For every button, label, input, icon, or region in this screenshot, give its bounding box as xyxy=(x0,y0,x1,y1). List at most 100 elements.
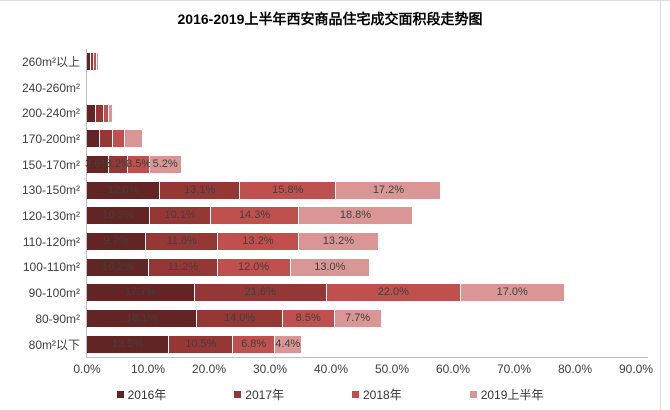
bar-segment-2016年: 18.1% xyxy=(87,310,198,328)
plot-area: 3.6% 3.2% 3.5% 5.2% 12.0% 13.1% 15.8% 17.2% 10.3… xyxy=(85,49,636,357)
bar-stack: 9.7% 11.8% 13.2% 13.2% xyxy=(87,233,636,251)
x-axis-ticks: 0.0% 10.0% 20.0% 30.0% 40.0% 50.0% 60.0% 70.0% 8… xyxy=(73,362,653,376)
segment-value-label: 5.2% xyxy=(152,158,178,171)
bar-segment-2019上半年: 7.7% xyxy=(334,310,382,328)
y-axis-category-label: 80-90m² xyxy=(35,311,80,326)
page-right-border xyxy=(660,1,661,410)
y-axis-category-label: 90-100m² xyxy=(28,285,80,300)
segment-value-label: 4.4% xyxy=(275,337,301,350)
bar-stack: 13.5% 10.5% 6.8% 4.4% xyxy=(87,335,636,353)
segment-value-label: 11.2% xyxy=(167,260,199,273)
legend-label: 2016年 xyxy=(127,388,167,402)
bar-row xyxy=(87,100,636,126)
bar-segment-2017年: 21.6% xyxy=(194,284,327,302)
bar-row: 12.0% 13.1% 15.8% 17.2% xyxy=(87,177,636,203)
legend-label: 2017年 xyxy=(245,388,284,402)
segment-value-label: 14.0% xyxy=(224,312,256,325)
y-axis-category-label: 170-200m² xyxy=(21,131,80,146)
segment-value-label: 22.0% xyxy=(377,286,409,299)
segment-value-label: 17.7% xyxy=(124,286,157,299)
segment-value-label: 10.2% xyxy=(102,260,134,273)
x-axis-line xyxy=(86,357,648,358)
bar-segment-2016年: 12.0% xyxy=(87,181,161,199)
bar-segment-2018年: 12.0% xyxy=(217,258,291,276)
bar-stack: 10.2% 11.2% 12.0% 13.0% xyxy=(87,258,636,276)
y-axis-category-label: 200-240m² xyxy=(21,106,80,121)
bar-segment-2016年 xyxy=(87,104,97,122)
segment-value-label: 11.8% xyxy=(166,235,197,248)
segment-value-label: 10.5% xyxy=(185,337,217,350)
bar-stack: 18.1% 14.0% 8.5% 7.7% xyxy=(87,310,636,328)
segment-value-label: 14.3% xyxy=(238,209,271,222)
segment-value-label: 13.2% xyxy=(242,235,274,248)
x-axis-tick-label: 20.0% xyxy=(191,362,227,376)
segment-value-label: 13.1% xyxy=(184,183,216,196)
bar-row: 3.6% 3.2% 3.5% 5.2% xyxy=(85,152,636,178)
bar-segment-2016年: 10.2% xyxy=(87,258,150,276)
bar-row: 17.7% 21.6% 22.0% 17.0% xyxy=(87,280,636,306)
bar-segment-2017年: 11.8% xyxy=(146,233,219,251)
y-axis-category-label: 100-110m² xyxy=(22,260,80,275)
bar-segment-2017年: 10.5% xyxy=(169,335,234,353)
legend-item: 2017年 xyxy=(234,386,284,403)
bar-stack xyxy=(87,104,636,122)
bar-stack: 3.6% 3.2% 3.5% 5.2% xyxy=(85,156,636,174)
y-axis-category-label: 120-130m² xyxy=(21,208,80,223)
segment-value-label: 3.2% xyxy=(105,158,131,171)
bar-segment-2017年: 13.1% xyxy=(160,181,241,199)
bar-row: 9.7% 11.8% 13.2% 13.2% xyxy=(87,229,636,255)
bar-segment-2018年: 13.2% xyxy=(218,233,299,251)
x-axis-tick-label: 10.0% xyxy=(130,362,166,376)
chart-title: 2016-2019上半年西安商品住宅成交面积段走势图 xyxy=(177,11,483,27)
bar-segment-2018年: 8.5% xyxy=(282,310,335,328)
bar-segment-2017年 xyxy=(88,79,89,96)
legend-swatch-icon xyxy=(116,391,124,398)
bar-segment-2016年 xyxy=(87,79,88,96)
legend-item: 2019上半年 xyxy=(469,386,543,403)
segment-value-label: 18.8% xyxy=(339,209,372,222)
bar-segment-2016年: 10.3% xyxy=(87,207,150,225)
bar-segment-2017年: 3.2% xyxy=(105,156,131,174)
x-axis-tick-label: 50.0% xyxy=(374,362,410,376)
x-axis-tick-label: 60.0% xyxy=(435,362,471,376)
x-axis-tick-label: 70.0% xyxy=(496,362,532,376)
y-axis-category-label: 110-120m² xyxy=(22,234,80,249)
legend-label: 2018年 xyxy=(363,388,402,402)
bar-segment-2016年: 17.7% xyxy=(87,284,195,302)
legend-swatch-icon xyxy=(352,391,359,398)
bar-row: 10.2% 11.2% 12.0% 13.0% xyxy=(87,254,636,280)
bar-segment-2017年 xyxy=(96,104,105,122)
x-axis-tick-label: 40.0% xyxy=(313,362,349,376)
bar-segment-2018年: 22.0% xyxy=(326,284,461,302)
bar-stack: 12.0% 13.1% 15.8% 17.2% xyxy=(87,181,636,199)
bar-segment-2017年: 14.0% xyxy=(197,310,283,328)
bar-segment-2018年 xyxy=(94,53,98,71)
bar-segment-2019上半年: 13.0% xyxy=(290,258,371,276)
bar-segment-2019上半年: 17.0% xyxy=(460,284,565,302)
bar-stack: 10.3% 10.1% 14.3% 18.8% xyxy=(87,207,636,225)
bar-segment-2019上半年 xyxy=(108,104,114,122)
y-axis-category-label: 240-260m² xyxy=(21,80,80,95)
bar-segment-2017年: 10.1% xyxy=(149,207,212,225)
segment-value-label: 21.6% xyxy=(244,286,276,299)
y-axis-category-label: 260m²以上 xyxy=(21,55,80,70)
legend-item: 2016年 xyxy=(116,386,167,403)
x-axis-tick-label: 90.0% xyxy=(618,362,654,376)
x-axis-tick-label: 0.0% xyxy=(73,362,101,376)
bar-row: 10.3% 10.1% 14.3% 18.8% xyxy=(87,203,636,229)
bar-segment-2016年: 3.6% xyxy=(85,156,110,174)
segment-value-label: 8.5% xyxy=(295,312,321,325)
bar-row: 13.5% 10.5% 6.8% 4.4% xyxy=(87,331,636,357)
segment-value-label: 9.7% xyxy=(103,235,129,248)
segment-value-label: 17.2% xyxy=(372,183,405,196)
bar-row xyxy=(87,126,636,152)
bar-segment-2017年 xyxy=(99,130,113,148)
bar-segment-2018年: 6.8% xyxy=(233,335,275,353)
bar-segment-2017年 xyxy=(91,53,95,71)
y-axis-category-label: 80m²以下 xyxy=(28,337,80,352)
segment-value-label: 17.0% xyxy=(496,286,528,299)
y-axis-line xyxy=(86,49,87,357)
bar-segment-2018年: 15.8% xyxy=(240,181,337,199)
y-axis-labels: 260m²以上 240-260m² 200-240m² 170-200m² 150-17… xyxy=(0,49,80,357)
